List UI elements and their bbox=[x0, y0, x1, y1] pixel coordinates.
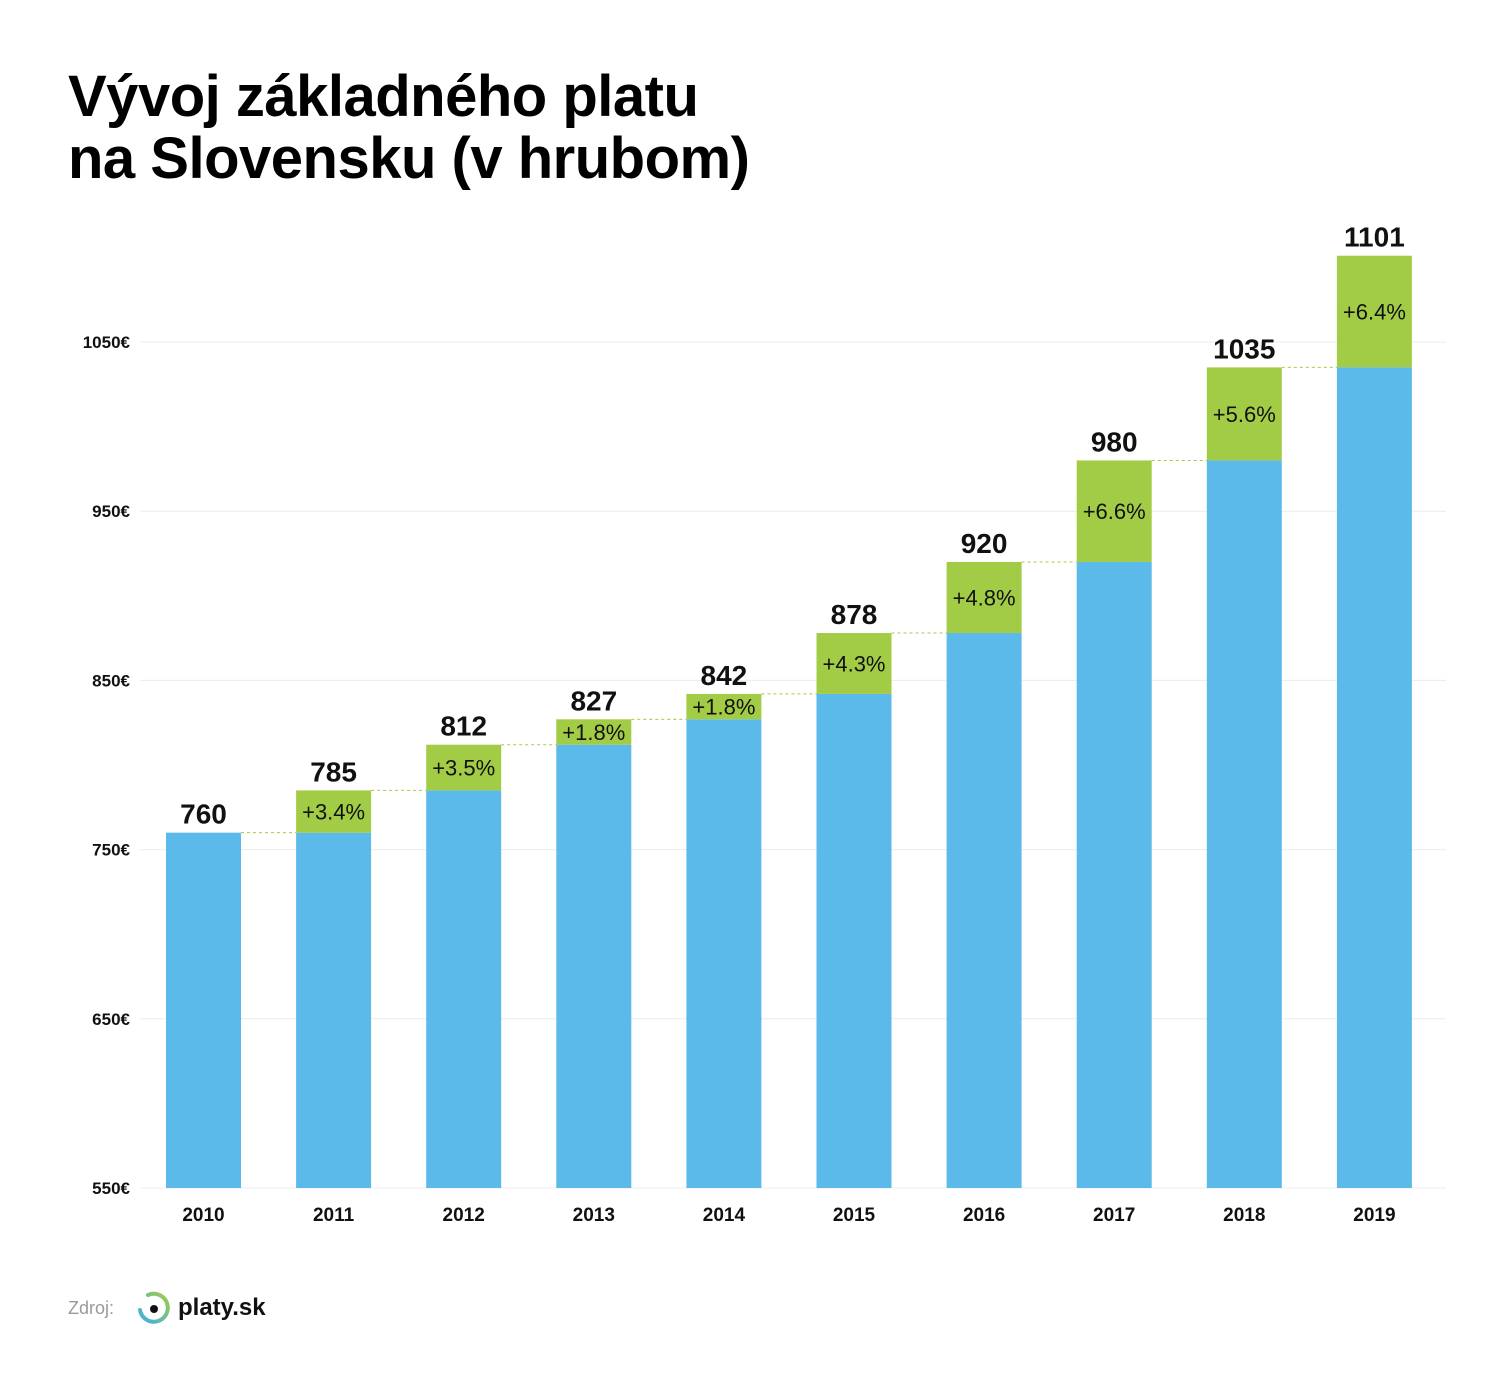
value-label: 812 bbox=[440, 711, 487, 742]
bar-increase-2017 bbox=[1076, 460, 1152, 562]
source-label: Zdroj: bbox=[68, 1298, 115, 1318]
bar-increase-2015 bbox=[816, 633, 892, 694]
growth-label: +3.4% bbox=[302, 800, 365, 825]
value-label: 980 bbox=[1091, 426, 1138, 457]
bar-base-2012 bbox=[426, 790, 502, 1188]
bar-base-2010 bbox=[166, 832, 241, 1188]
growth-label: +1.8% bbox=[692, 695, 755, 720]
value-label: 1101 bbox=[1344, 222, 1405, 253]
bar-increase-2016 bbox=[946, 561, 1022, 634]
bar-increase-2019 bbox=[1336, 255, 1412, 368]
value-label: 827 bbox=[570, 685, 617, 716]
title-line-1: Vývoj základného platu bbox=[68, 64, 699, 129]
bar-base-2015 bbox=[816, 693, 892, 1188]
value-label: 1035 bbox=[1213, 333, 1275, 364]
chart-title: Vývoj základného platu na Slovensku (v h… bbox=[68, 64, 750, 191]
value-label: 785 bbox=[310, 756, 357, 787]
bar-base-2016 bbox=[946, 633, 1022, 1188]
growth-label: +3.5% bbox=[432, 756, 495, 781]
growth-label: +4.8% bbox=[953, 585, 1016, 610]
bar-base-2013 bbox=[556, 744, 632, 1188]
value-label: 878 bbox=[831, 599, 878, 630]
growth-label: +6.6% bbox=[1083, 499, 1146, 524]
y-tick-label: 850€ bbox=[92, 671, 130, 690]
growth-label: +4.3% bbox=[823, 651, 886, 676]
x-tick-label: 2013 bbox=[573, 1205, 615, 1226]
x-tick-label: 2015 bbox=[833, 1205, 876, 1226]
x-tick-label: 2012 bbox=[443, 1205, 485, 1226]
platy-logo[interactable]: platy.sk bbox=[134, 1288, 266, 1328]
x-tick-label: 2019 bbox=[1353, 1205, 1395, 1226]
bar-base-2011 bbox=[296, 832, 372, 1188]
y-tick-label: 650€ bbox=[92, 1010, 130, 1029]
growth-label: +1.8% bbox=[562, 720, 625, 745]
y-tick-label: 750€ bbox=[92, 841, 130, 860]
value-label: 920 bbox=[961, 528, 1008, 559]
bar-base-2019 bbox=[1336, 367, 1412, 1188]
bar-increase-2012 bbox=[426, 744, 502, 791]
y-tick-label: 1050€ bbox=[83, 333, 131, 352]
value-label: 760 bbox=[180, 799, 227, 830]
logo-text: platy.sk bbox=[178, 1294, 266, 1321]
bar-base-2014 bbox=[686, 719, 762, 1188]
x-tick-label: 2018 bbox=[1223, 1205, 1265, 1226]
x-tick-label: 2010 bbox=[182, 1205, 224, 1226]
x-tick-label: 2014 bbox=[703, 1205, 746, 1226]
y-tick-label: 550€ bbox=[92, 1179, 130, 1198]
bar-increase-2018 bbox=[1206, 367, 1282, 461]
bar-increase-2011 bbox=[296, 790, 372, 833]
growth-label: +6.4% bbox=[1343, 300, 1406, 325]
bar-base-2018 bbox=[1206, 460, 1282, 1188]
growth-label: +5.6% bbox=[1213, 402, 1276, 427]
y-tick-label: 950€ bbox=[92, 502, 130, 521]
title-line-2: na Slovensku (v hrubom) bbox=[68, 126, 750, 191]
x-tick-label: 2016 bbox=[963, 1205, 1005, 1226]
bar-base-2017 bbox=[1076, 561, 1152, 1188]
bar-increase-2013 bbox=[556, 719, 632, 745]
x-tick-label: 2017 bbox=[1093, 1205, 1135, 1226]
x-tick-label: 2011 bbox=[313, 1205, 355, 1226]
bar-increase-2014 bbox=[686, 693, 762, 720]
value-label: 842 bbox=[701, 660, 748, 691]
platy-logo-icon bbox=[138, 1291, 170, 1324]
